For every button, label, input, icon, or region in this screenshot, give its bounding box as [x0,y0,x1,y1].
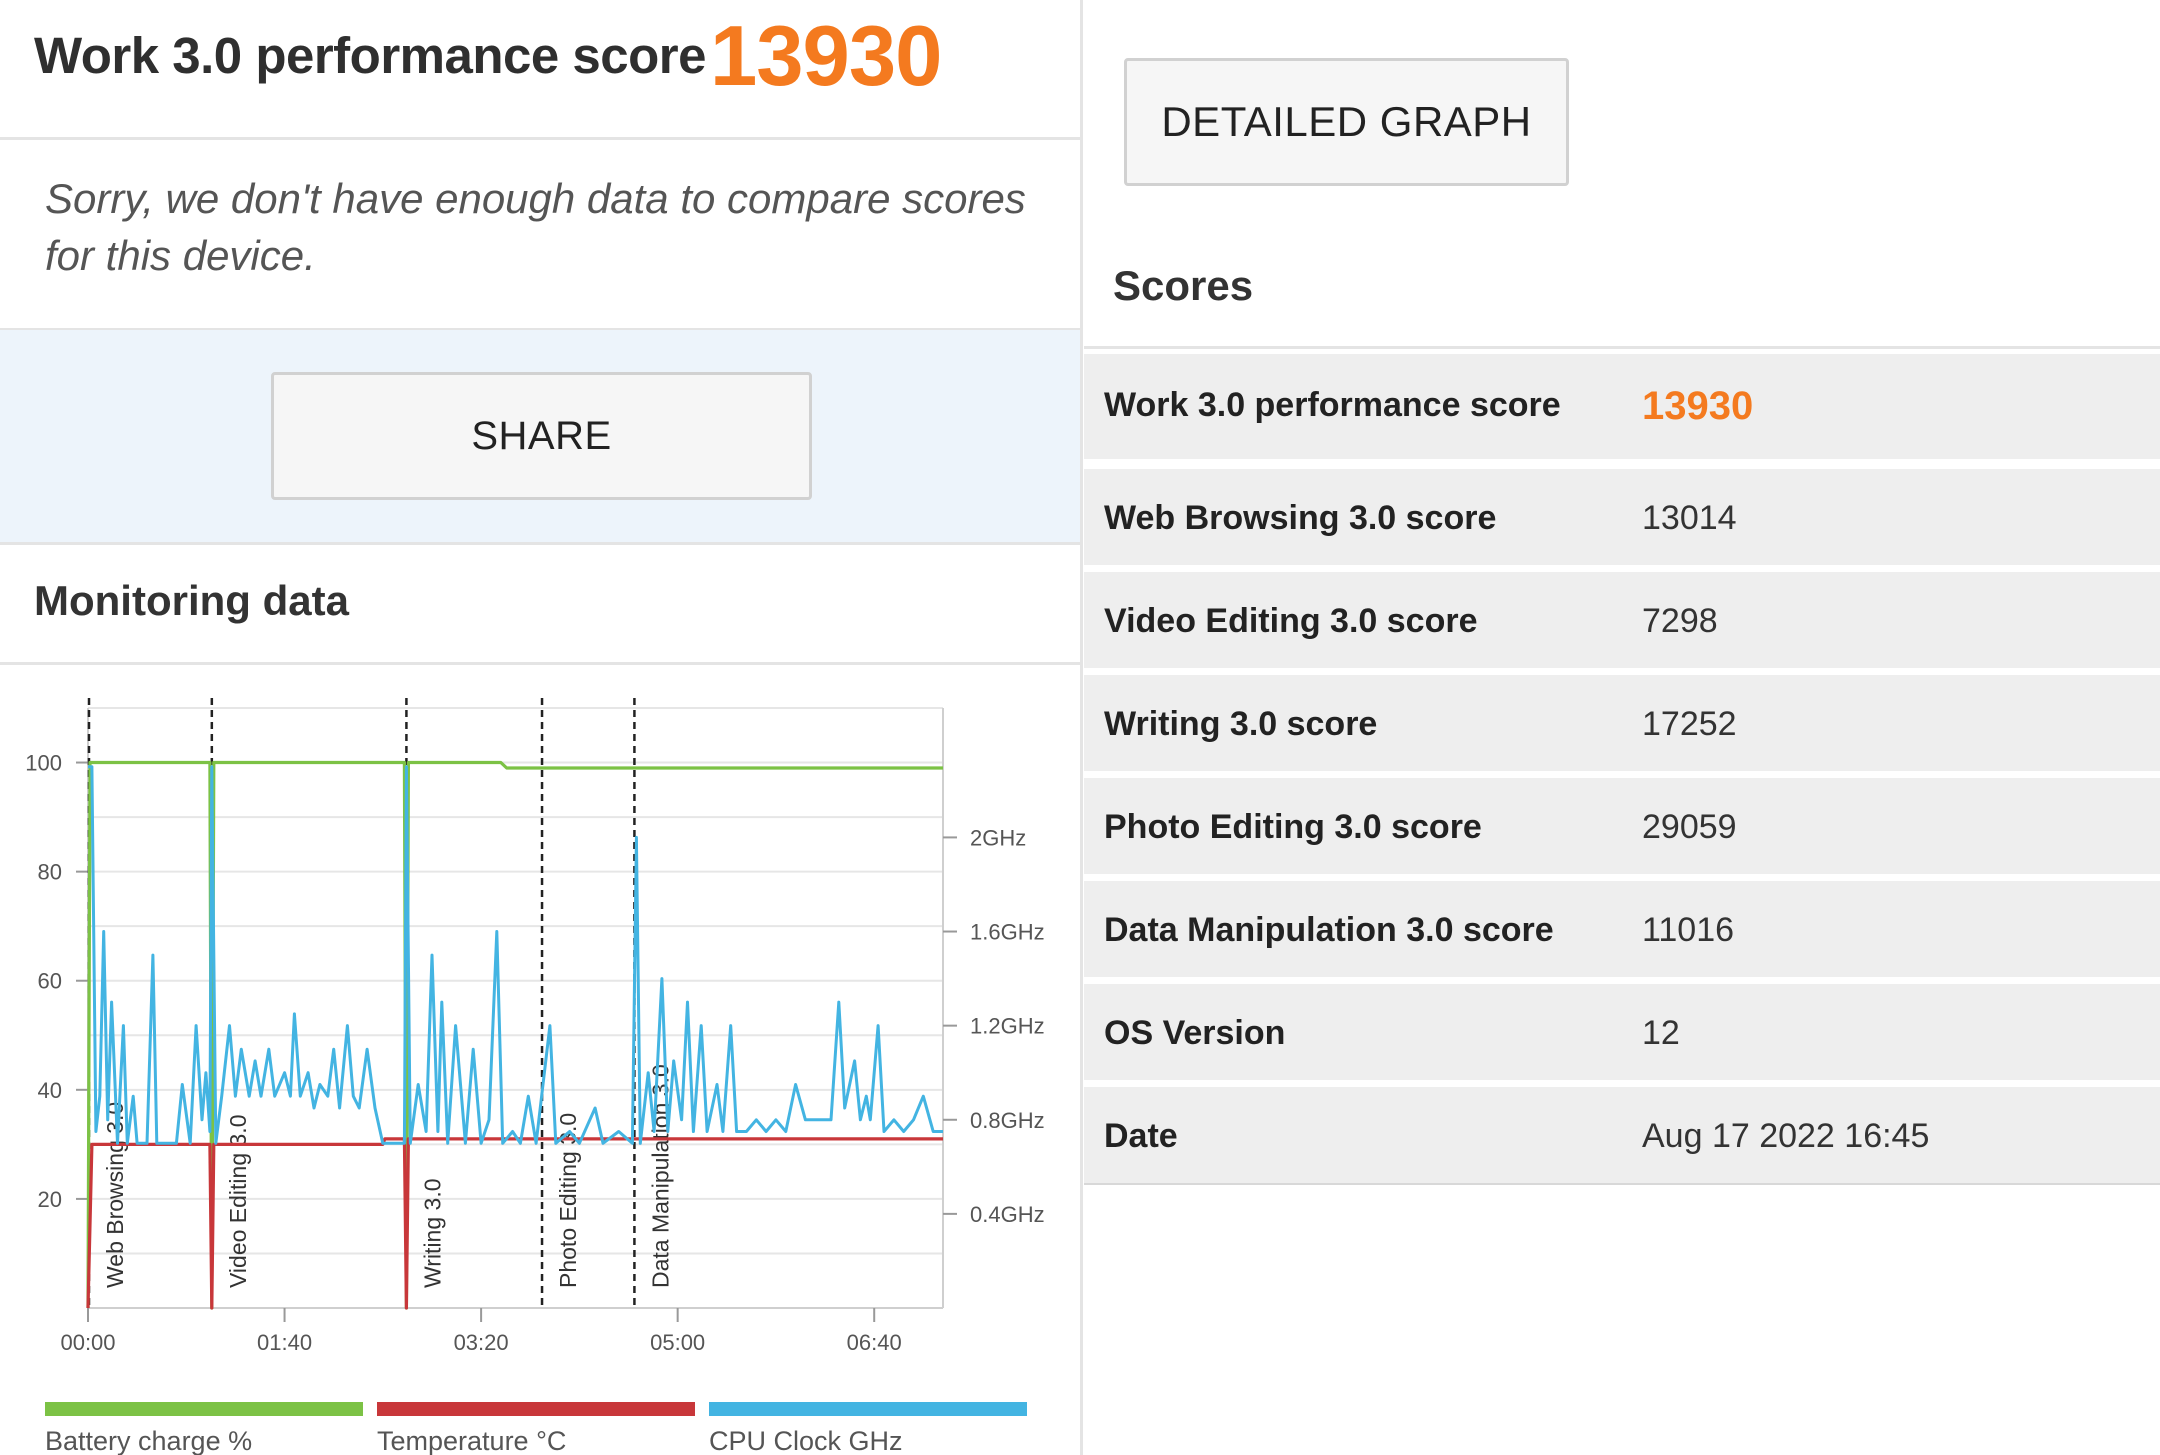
score-value: 13014 [1642,499,1737,537]
x-tick-label: 06:40 [847,1330,902,1355]
score-row-photo-editing: Photo Editing 3.0 score 29059 [1084,778,2160,874]
x-tick-label: 03:20 [454,1330,509,1355]
compare-message: Sorry, we don't have enough data to comp… [45,175,1026,279]
phase-marker-label: Video Editing 3.0 [225,1115,251,1289]
phase-marker-label: Writing 3.0 [419,1178,445,1288]
legend-swatch [377,1402,695,1416]
score-row-date: Date Aug 17 2022 16:45 [1084,1087,2160,1183]
score-label: Web Browsing 3.0 score [1104,499,1497,537]
divider [0,662,1080,665]
score-label: Photo Editing 3.0 score [1104,808,1482,846]
y-right-tick-label: 1.6GHz [970,920,1045,945]
score-value: 12 [1642,1014,1680,1052]
y-left-tick-label: 40 [38,1078,62,1103]
monitoring-chart: 20 40 60 80 100 0.4GHz 0.8GHz 1.2GHz 1.6GHz 2GHz 0… [25,698,1045,1455]
legend-swatch [709,1402,1027,1416]
score-label: Date [1104,1117,1178,1155]
x-tick-label: 05:00 [650,1330,705,1355]
divider [1084,1183,2160,1185]
divider [0,542,1080,545]
y-left-tick-label: 80 [38,860,62,885]
score-row-writing: Writing 3.0 score 17252 [1084,675,2160,771]
legend-label: Temperature °C [377,1426,566,1455]
y-left-tick-label: 20 [38,1187,62,1212]
score-label: OS Version [1104,1014,1286,1052]
y-right-tick-label: 0.4GHz [970,1202,1045,1227]
series-line [86,1137,943,1310]
score-value: 11016 [1642,911,1735,949]
score-label: Writing 3.0 score [1104,705,1378,743]
divider [0,328,1080,331]
score-value: 29059 [1642,808,1737,846]
divider [1084,346,2160,349]
series-line [88,765,943,1145]
score-row-data-manipulation: Data Manipulation 3.0 score 11016 [1084,881,2160,977]
score-label: Data Manipulation 3.0 score [1104,911,1554,949]
overall-score: 13930 [710,9,942,104]
y-left-tick-label: 100 [25,751,62,776]
legend-label: Battery charge % [45,1426,252,1455]
score-value: 7298 [1642,602,1718,640]
score-label: Video Editing 3.0 score [1104,602,1478,640]
score-value: 13930 [1642,384,1754,428]
y-right-tick-label: 0.8GHz [970,1108,1045,1133]
phase-marker-label: Web Browsing 3.0 [102,1102,128,1288]
series-line [86,760,943,1310]
detailed-graph-button[interactable]: DETAILED GRAPH [1124,58,1569,186]
score-row-os-version: OS Version 12 [1084,984,2160,1080]
monitoring-title: Monitoring data [34,577,349,624]
legend-swatch [45,1402,363,1416]
score-label: Work 3.0 performance score [1104,386,1561,424]
score-value: 17252 [1642,705,1737,743]
page-title: Work 3.0 performance score [34,27,707,84]
legend-label: CPU Clock GHz [709,1426,903,1455]
divider [0,137,1080,140]
score-row-web-browsing: Web Browsing 3.0 score 13014 [1084,469,2160,565]
scores-title: Scores [1113,262,1254,309]
score-row-work: Work 3.0 performance score 13930 [1084,354,2160,459]
score-value: Aug 17 2022 16:45 [1642,1117,1930,1155]
y-left-tick-label: 60 [38,969,62,994]
x-tick-label: 00:00 [60,1330,115,1355]
y-right-tick-label: 2GHz [970,825,1026,850]
share-button[interactable]: SHARE [271,372,812,500]
column-divider [1080,0,1083,1455]
x-tick-label: 01:40 [257,1330,312,1355]
y-right-tick-label: 1.2GHz [970,1014,1045,1039]
score-row-video-editing: Video Editing 3.0 score 7298 [1084,572,2160,668]
